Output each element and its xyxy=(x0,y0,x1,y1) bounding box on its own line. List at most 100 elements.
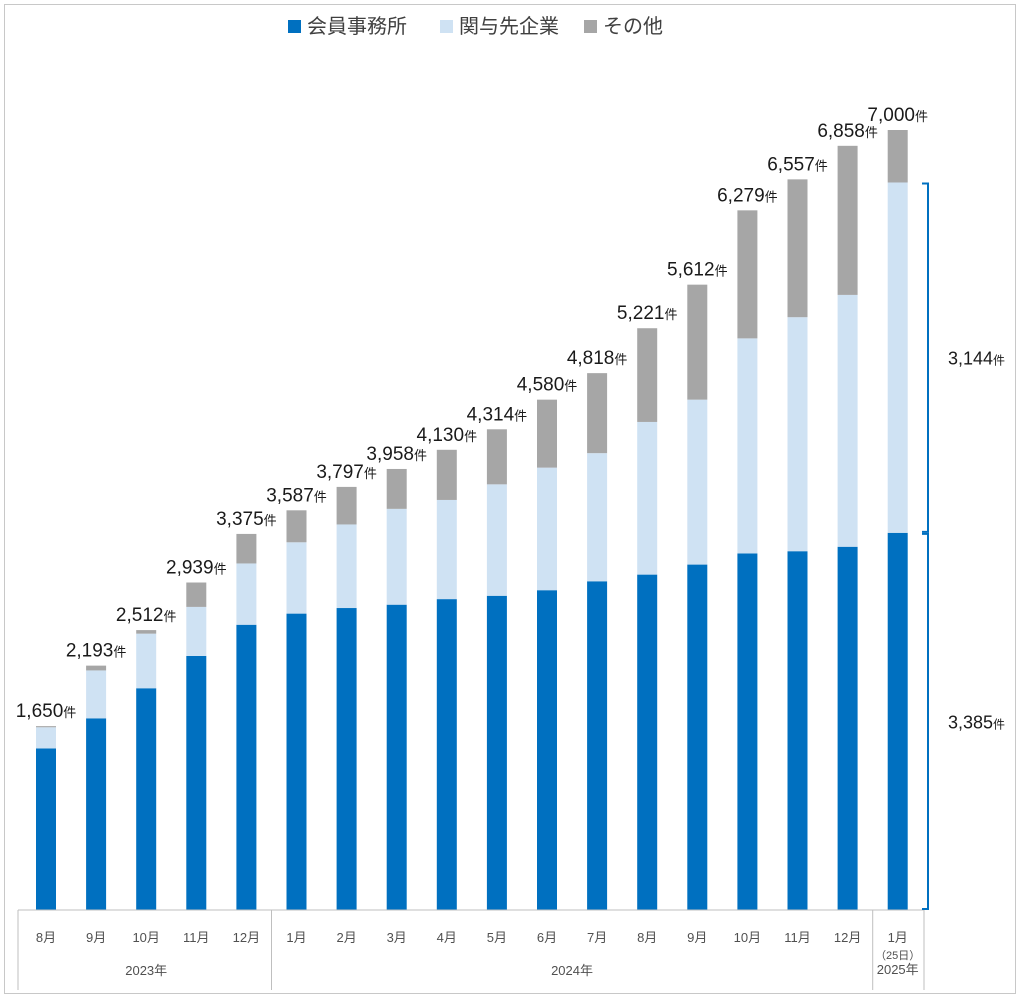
bar-segment xyxy=(186,655,207,910)
x-tick-label: 12月 xyxy=(233,930,260,945)
total-label: 4,314件 xyxy=(467,404,528,425)
bar-segment xyxy=(537,399,557,468)
bar-segment xyxy=(587,373,608,454)
year-label: 2023年 xyxy=(125,963,167,978)
x-tick-label: 11月 xyxy=(784,930,811,945)
bar-segment xyxy=(436,499,457,600)
total-label: 2,512件 xyxy=(116,605,177,626)
bracket-label: 3,144件 xyxy=(948,349,1005,369)
bar-segment xyxy=(386,508,407,605)
x-tick-label: 8月 xyxy=(637,930,657,945)
x-tick-label: 2月 xyxy=(336,930,356,945)
x-tick-label: 8月 xyxy=(36,930,56,945)
bar-segment xyxy=(887,130,908,183)
x-tick-label: 3月 xyxy=(387,930,407,945)
bar-segment xyxy=(86,670,107,719)
x-tick-label: 12月 xyxy=(834,930,861,945)
bar-segment xyxy=(136,630,157,634)
x-tick-label: 10月 xyxy=(132,930,159,945)
bar-segment xyxy=(186,606,207,656)
bar-segment xyxy=(36,748,56,910)
bar-segment xyxy=(236,563,257,625)
bar-segment xyxy=(336,486,357,525)
x-tick-label: 5月 xyxy=(487,930,507,945)
total-label: 2,193件 xyxy=(66,641,127,662)
legend-label: 関与先企業 xyxy=(459,15,559,38)
bar-segment xyxy=(787,551,808,910)
total-label: 4,818件 xyxy=(567,348,628,369)
legend-swatch xyxy=(440,20,453,33)
total-label: 3,797件 xyxy=(316,462,377,483)
legend-swatch xyxy=(288,20,301,33)
bar-segment xyxy=(737,210,758,339)
bracket xyxy=(922,182,929,533)
bar-segment xyxy=(537,467,557,591)
year-label: 2024年 xyxy=(551,963,593,978)
bar-segment xyxy=(887,182,908,533)
bar-segment xyxy=(136,633,157,689)
legend-label: 会員事務所 xyxy=(307,15,407,38)
legend-label: その他 xyxy=(603,15,663,38)
bar-segment xyxy=(637,421,658,575)
bar-segment xyxy=(36,726,56,728)
bar-segment xyxy=(486,595,507,910)
bar-segment xyxy=(386,468,407,509)
bar-segment xyxy=(386,604,407,910)
x-tick-label: 10月 xyxy=(734,930,761,945)
bar-segment xyxy=(637,328,658,422)
bar-segment xyxy=(587,581,608,910)
bar-segment xyxy=(436,599,457,910)
bar-segment xyxy=(687,564,708,910)
bar-segment xyxy=(236,533,257,564)
bar-segment xyxy=(86,718,107,910)
total-label: 3,587件 xyxy=(266,485,327,506)
bar-segment xyxy=(687,399,708,565)
bar-segment xyxy=(286,613,307,910)
bar-segment xyxy=(286,542,307,614)
bar-segment xyxy=(286,510,307,543)
bar-segment xyxy=(787,317,808,552)
bar-segment xyxy=(336,524,357,609)
x-tick-label: 7月 xyxy=(587,930,607,945)
bar-segment xyxy=(587,453,608,582)
total-label: 6,557件 xyxy=(767,154,828,175)
total-label: 5,612件 xyxy=(667,260,728,281)
x-tick-label: 11月 xyxy=(183,930,210,945)
total-label: 4,580件 xyxy=(517,375,578,396)
total-label: 2,939件 xyxy=(166,558,227,579)
total-label: 5,221件 xyxy=(617,303,678,324)
chart-frame xyxy=(4,4,1016,994)
x-tick-label: 9月 xyxy=(687,930,707,945)
bracket-label: 3,385件 xyxy=(948,712,1005,732)
bar-segment xyxy=(687,284,708,400)
bar-segment xyxy=(737,553,758,910)
bar-segment xyxy=(637,574,658,910)
bar-segment xyxy=(36,727,56,749)
bar-segment xyxy=(336,608,357,910)
total-label: 7,000件 xyxy=(867,105,928,126)
x-tick-label: 4月 xyxy=(437,930,457,945)
total-label: 1,650件 xyxy=(16,701,77,722)
bar-segment xyxy=(837,145,858,295)
x-tick-label: 1月 xyxy=(888,930,908,945)
total-label: 6,858件 xyxy=(817,121,878,142)
bracket xyxy=(922,532,929,910)
x-tick-label: 1月 xyxy=(286,930,306,945)
bar-segment xyxy=(236,624,257,910)
legend-swatch xyxy=(584,20,597,33)
bar-segment xyxy=(136,688,157,910)
bar-segment xyxy=(737,338,758,554)
total-label: 4,130件 xyxy=(417,425,478,446)
total-label: 3,958件 xyxy=(366,444,427,465)
bar-segment xyxy=(186,582,207,607)
x-sub-label: （25日） xyxy=(875,949,920,962)
x-tick-label: 9月 xyxy=(86,930,106,945)
total-label: 3,375件 xyxy=(216,509,277,530)
bar-segment xyxy=(486,429,507,485)
bar-segment xyxy=(537,590,557,910)
year-label: 2025年 xyxy=(877,962,919,977)
bar-segment xyxy=(486,484,507,596)
x-tick-label: 6月 xyxy=(537,930,557,945)
bar-segment xyxy=(787,179,808,318)
